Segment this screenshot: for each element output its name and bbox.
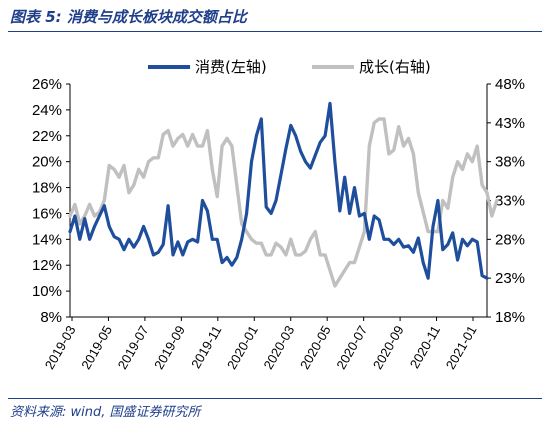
left-tick-label: 16% (32, 205, 62, 222)
right-tick-label: 38% (495, 154, 525, 171)
x-tick-label: 2020-05 (297, 323, 334, 372)
right-tick-label: 43% (495, 115, 525, 132)
x-tick-label: 2019-11 (188, 323, 224, 371)
right-tick-label: 33% (495, 193, 525, 210)
left-tick-label: 22% (32, 128, 62, 145)
x-tick-label: 2020-11 (407, 323, 443, 371)
source-note: 资料来源: wind, 国盛证券研究所 (10, 405, 201, 420)
left-tick-label: 12% (32, 257, 62, 274)
series-line-consumption (68, 101, 489, 280)
right-tick-label: 48% (495, 76, 525, 93)
right-tick-label: 18% (495, 309, 525, 326)
left-tick-label: 18% (32, 180, 62, 197)
x-tick-label: 2020-01 (224, 323, 261, 372)
chart-lines (68, 101, 499, 288)
x-tick-label: 2019-07 (115, 323, 152, 372)
figure-title: 图表 5: 消费与成长板块成交额占比 (10, 8, 247, 26)
left-tick-label: 24% (32, 102, 62, 119)
source-rule (8, 398, 542, 399)
title-rule (8, 31, 542, 32)
chart-axes: 8% 10% 12% 14% 16% 18% 20% 22% 24% 26% 18% 23% 28% 33… (32, 76, 525, 372)
left-tick-label: 20% (32, 154, 62, 171)
left-tick-label: 10% (32, 283, 62, 300)
chart-legend: 消费(左轴) 成长(右轴) (148, 58, 431, 76)
x-tick-label: 2020-09 (370, 323, 407, 372)
x-tick-label: 2019-05 (78, 323, 115, 372)
x-tick-label: 2019-09 (151, 323, 188, 372)
x-tick-label: 2020-03 (260, 323, 297, 372)
legend-item-growth-label: 成长(右轴) (359, 58, 431, 76)
left-tick-label: 8% (40, 309, 62, 326)
left-tick-label: 26% (32, 76, 62, 93)
legend-item-consumption-label: 消费(左轴) (195, 58, 267, 76)
right-tick-label: 28% (495, 231, 525, 248)
x-tick-label: 2020-07 (333, 323, 370, 372)
left-tick-label: 14% (32, 231, 62, 248)
x-tick-label: 2021-01 (443, 323, 480, 372)
x-tick-label: 2019-03 (42, 323, 79, 372)
series-line-growth (68, 117, 499, 288)
right-tick-label: 23% (495, 270, 525, 287)
